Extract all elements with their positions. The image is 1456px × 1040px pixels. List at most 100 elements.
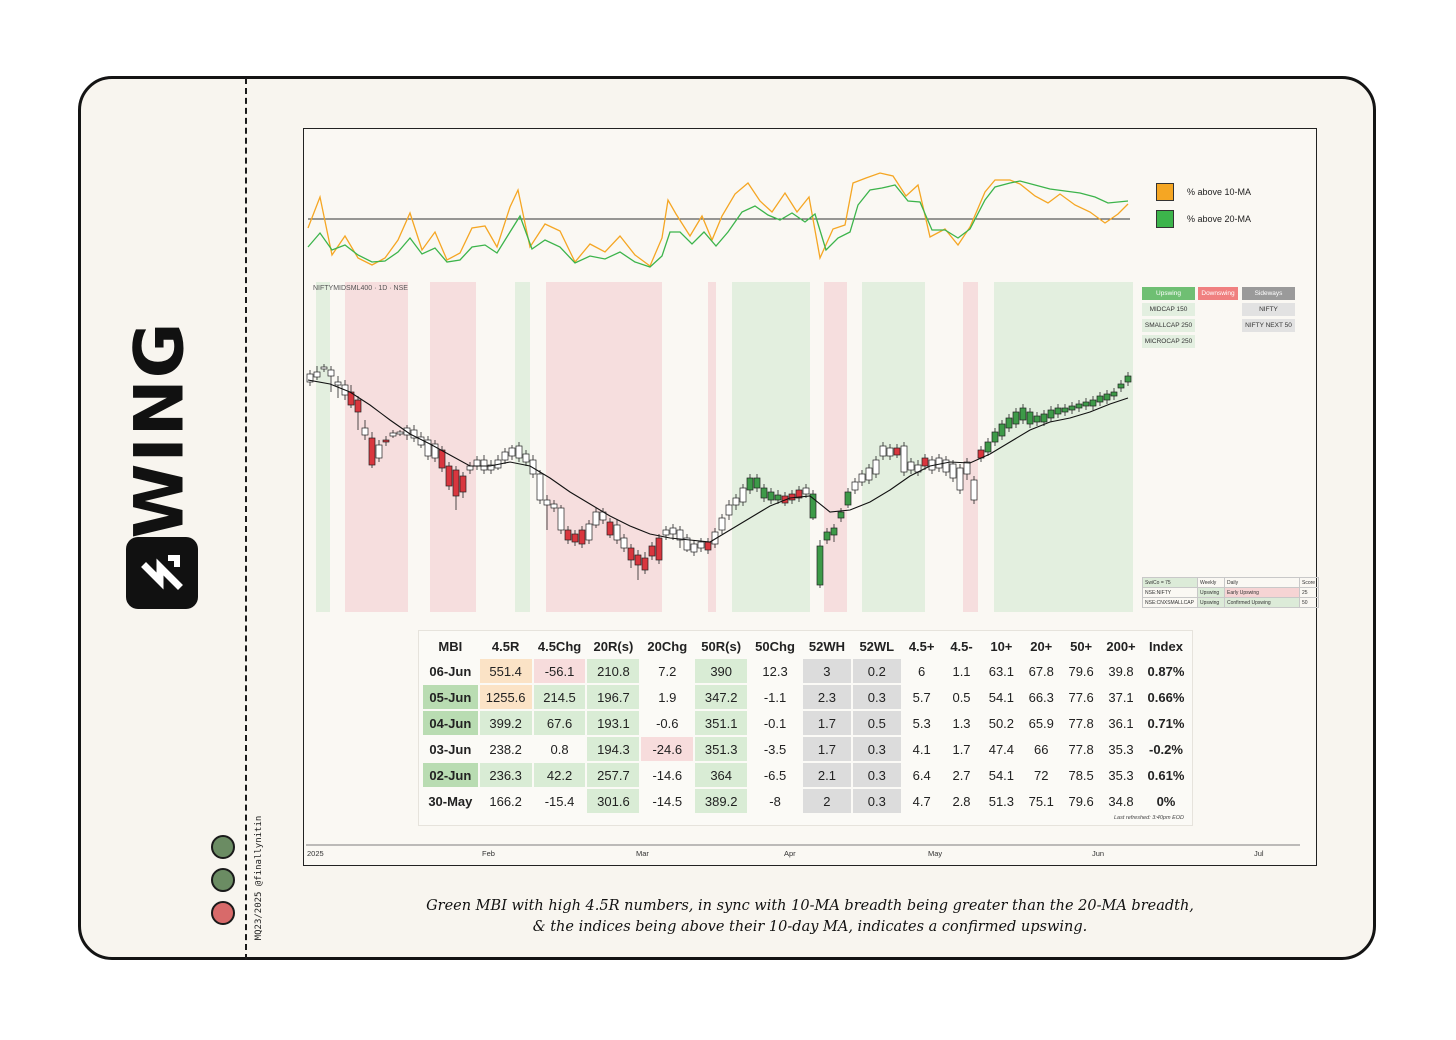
mbi-table-panel: MBI 4.5R 4.5Chg 20R(s) 20Chg 50R(s) 50Chg 52WH 5… (418, 630, 1193, 826)
mbi-cell: 2.3 (802, 685, 851, 709)
panel-sideways-item: NIFTY NEXT 50 (1242, 319, 1295, 332)
mbi-cell: 3 (802, 659, 851, 683)
mbi-column-header: 20R(s) (593, 638, 634, 654)
regime-band (824, 282, 847, 612)
candle-body (522, 453, 530, 463)
regime-band (963, 282, 978, 612)
candle-body (690, 543, 698, 553)
mbi-cell: 194.3 (587, 737, 640, 761)
legend-label-10ma: % above 10-MA (1187, 187, 1252, 197)
candle-body (578, 529, 586, 545)
candle-body (473, 459, 481, 467)
candle-body (354, 399, 362, 413)
mbi-date-cell: 05-Jun (423, 685, 478, 709)
candle-body (1061, 407, 1069, 413)
mbi-cell: -0.2% (1149, 741, 1183, 757)
mbi-cell: 54.1 (988, 689, 1015, 705)
mbi-cell: 65.9 (1028, 715, 1054, 731)
candle-body (1033, 415, 1041, 423)
mbi-table: MBI 4.5R 4.5Chg 20R(s) 20Chg 50R(s) 50Chg 52WH 5… (421, 633, 1192, 815)
mbi-column-header: 4.5Chg (537, 638, 582, 654)
mbi-cell: 67.8 (1028, 663, 1054, 679)
candle-body (1054, 407, 1062, 415)
mbi-date-cell: 04-Jun (423, 711, 478, 735)
mbi-date-cell: 02-Jun (423, 763, 478, 787)
mbi-cell: 36.1 (1108, 715, 1134, 731)
mbi-cell: 34.8 (1108, 793, 1134, 809)
candle-body (669, 527, 677, 535)
mbi-cell: 0.3 (852, 737, 901, 761)
score-cell: Confirmed Upswing (1224, 597, 1300, 608)
mbi-cell: 63.1 (988, 663, 1015, 679)
candle-body (627, 547, 635, 561)
mbi-date-cell: 06-Jun (429, 663, 472, 679)
panel-header-downswing: Downswing (1198, 287, 1238, 300)
candle-body (865, 467, 873, 481)
mbi-cell: 66 (1034, 741, 1049, 757)
mbi-cell: 5.7 (912, 689, 931, 705)
mbi-column-header: 52WL (859, 638, 895, 654)
candle-body (774, 494, 782, 501)
candle-body (606, 521, 614, 536)
candle-body (529, 459, 537, 475)
candle-body (767, 491, 775, 501)
candle-body (382, 439, 390, 443)
candle-body (998, 423, 1006, 437)
candle-body (1068, 405, 1076, 411)
candle-body (634, 554, 642, 566)
candle-body (823, 531, 831, 541)
mbi-column-header: 4.5R (491, 638, 520, 654)
mbi-cell: 37.1 (1108, 689, 1134, 705)
legend-label-20ma: % above 20-MA (1187, 214, 1252, 224)
mbi-cell: 236.3 (479, 763, 532, 787)
month-label: Mar (636, 849, 649, 858)
candle-body (879, 445, 887, 457)
candle-body (375, 444, 383, 459)
mbi-cell: -0.6 (656, 715, 679, 731)
candle-body (592, 511, 600, 526)
mbi-cell: 54.1 (988, 767, 1015, 783)
mbi-cell: 0.2 (852, 659, 901, 683)
mbi-cell: -1.1 (763, 689, 787, 705)
candle-body (802, 487, 810, 495)
mbi-cell: 66.3 (1028, 689, 1054, 705)
candle-body (368, 437, 376, 466)
month-label: May (928, 849, 943, 858)
candle-body (536, 473, 544, 501)
candle-body (942, 459, 950, 473)
candle-body (452, 469, 460, 497)
score-cell: NSE:NIFTY (1142, 587, 1198, 598)
score-cell: NSE:CNXSMALLCAP (1142, 597, 1198, 608)
candle-body (970, 479, 978, 501)
mbi-cell: 4.1 (912, 741, 931, 757)
last-refreshed-note: Last refreshed: 3:40pm EOD (1113, 815, 1184, 821)
candle-body (907, 461, 915, 471)
score-cell: Upswing (1197, 587, 1225, 598)
mbi-cell: -6.5 (763, 767, 787, 783)
mbi-cell: 193.1 (587, 711, 640, 735)
candle-body (564, 529, 572, 541)
mbi-column-header: 200+ (1106, 638, 1136, 654)
score-cell: 50 (1299, 597, 1319, 608)
moving-average-line (307, 379, 1129, 543)
candle-body (991, 431, 999, 443)
dashed-divider (245, 78, 247, 960)
score-row: NSE:CNXSMALLCAP Upswing Confirmed Upswin… (1142, 597, 1319, 608)
candle-body (424, 439, 432, 457)
candle-body (718, 517, 726, 531)
mbi-cell: 0.66% (1147, 689, 1185, 705)
score-cell: Early Upswing (1224, 587, 1300, 598)
candle-body (788, 493, 796, 501)
candle-body (557, 507, 565, 531)
mbi-cell: 6.4 (912, 767, 931, 783)
mbi-cell: 0.71% (1147, 715, 1185, 731)
mbi-column-header: 50+ (1070, 638, 1093, 654)
mbi-cell: -56.1 (533, 659, 586, 683)
mbi-cell: 5.3 (912, 715, 931, 731)
mbi-column-header: MBI (438, 638, 463, 654)
regime-band (316, 282, 330, 612)
mbi-cell: 79.6 (1068, 663, 1094, 679)
candle-body (620, 537, 628, 549)
candle-body (543, 499, 551, 506)
